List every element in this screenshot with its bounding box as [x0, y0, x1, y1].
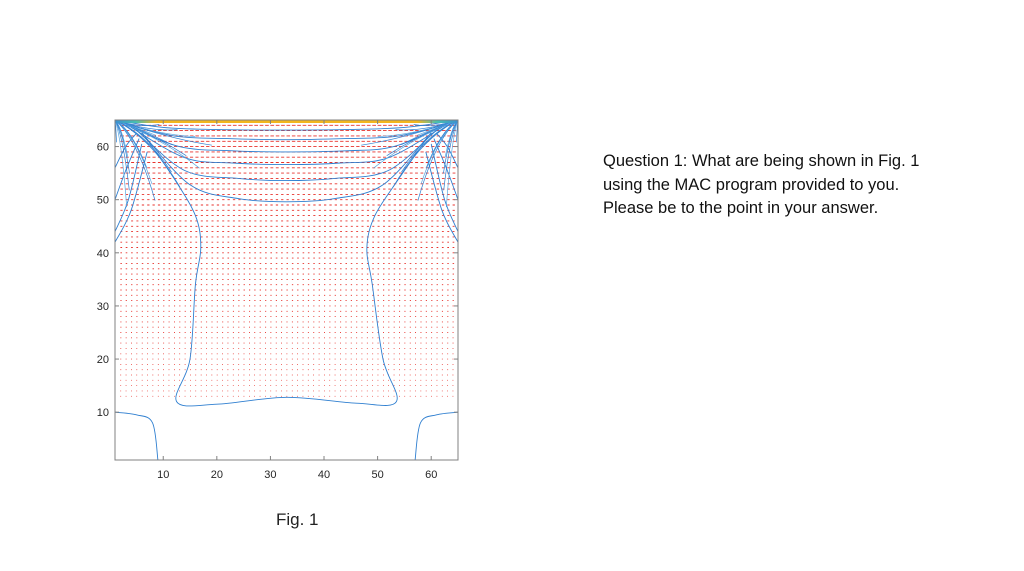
corner-contour-line — [373, 120, 458, 169]
contour-line — [115, 411, 159, 460]
corner-contour-line — [445, 120, 458, 208]
corner-contour-line — [417, 120, 458, 201]
x-tick-label: 10 — [157, 469, 169, 481]
contour-line — [115, 151, 148, 243]
contour-line — [430, 143, 458, 232]
x-tick-label: 30 — [264, 469, 276, 481]
x-tick-label: 60 — [425, 469, 437, 481]
contour-line — [115, 120, 458, 131]
y-tick-label: 30 — [97, 301, 109, 313]
y-tick-label: 40 — [97, 248, 109, 260]
contour-line — [115, 143, 143, 232]
lid-boundary-band — [115, 120, 458, 123]
contour-line — [136, 129, 437, 182]
corner-contour-line — [392, 120, 458, 188]
y-tick-label: 50 — [97, 195, 109, 207]
contour-line — [425, 151, 458, 243]
y-tick-label: 10 — [97, 407, 109, 419]
contour-lines — [115, 120, 458, 460]
velocity-vector-field — [120, 124, 457, 397]
y-tick-label: 60 — [97, 142, 109, 154]
corner-contour-line — [115, 120, 200, 169]
x-tick-label: 20 — [211, 469, 223, 481]
contour-line — [414, 411, 458, 460]
corner-contour-line — [115, 120, 130, 191]
plot-axes-box — [114, 119, 459, 461]
figure-caption: Fig. 1 — [276, 510, 319, 529]
contour-line — [125, 124, 448, 153]
velocity-vectors — [120, 124, 457, 397]
y-tick-label: 20 — [97, 354, 109, 366]
question-text: Question 1: What are being shown in Fig.… — [603, 152, 920, 217]
axis-ticks: 10 20 30 40 50 60 10 20 30 40 50 60 — [97, 120, 458, 481]
corner-contour-line — [115, 120, 181, 188]
contour-line — [141, 132, 432, 203]
x-tick-label: 40 — [318, 469, 330, 481]
corner-contour-line — [115, 120, 156, 201]
x-tick-label: 50 — [371, 469, 383, 481]
corner-contour-line — [443, 120, 458, 191]
contour-line — [130, 127, 443, 166]
contour-line — [144, 135, 429, 407]
corner-contour-line — [115, 120, 128, 208]
contour-line — [120, 121, 453, 141]
